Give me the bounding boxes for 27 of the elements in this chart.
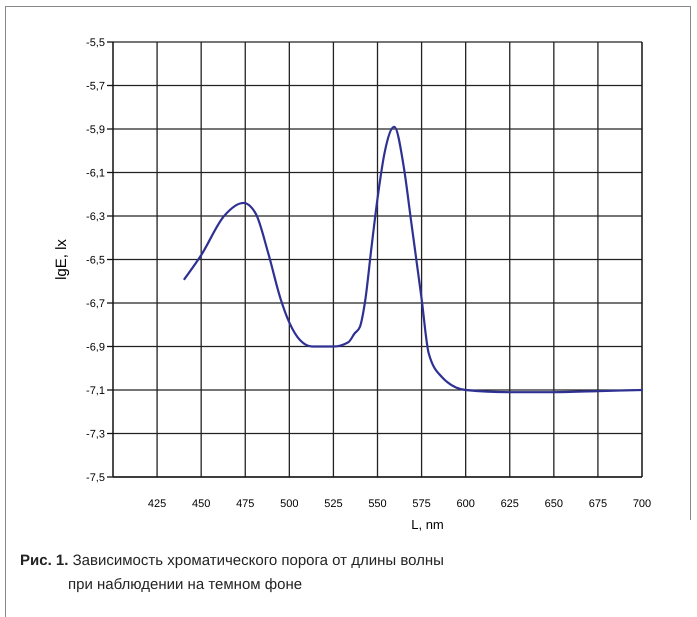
x-tick-label: 450 <box>192 498 210 510</box>
y-tick-label: -6,5 <box>86 254 105 266</box>
y-tick-label: -7,5 <box>86 472 105 484</box>
y-tick-label: -5,7 <box>86 80 105 92</box>
text: Рис. 1. Зависимость хроматического порога от длины волны при наблюдении на темном фоне <box>20 552 444 593</box>
y-axis-title: lgE, lx <box>53 238 70 280</box>
x-axis-title: L, nm <box>411 517 444 532</box>
x-tick-label: 700 <box>632 498 652 510</box>
y-tick-label: -7,1 <box>86 384 105 397</box>
x-tick-label: 550 <box>368 498 387 510</box>
x-tick-label: 425 <box>148 498 166 510</box>
x-tick-label: 475 <box>236 498 254 510</box>
line-series <box>183 126 644 394</box>
y-tick-label: -6,9 <box>86 341 105 354</box>
x-tick-label: 500 <box>280 498 299 510</box>
y-tick-label: -6,3 <box>86 210 105 223</box>
y-tick-label: -5,5 <box>86 36 105 49</box>
y-tick-label: -6,1 <box>86 167 105 180</box>
x-tick-label: 650 <box>544 498 564 510</box>
x-tick-label: 575 <box>412 498 431 510</box>
y-tick-label: -5,9 <box>86 124 105 136</box>
x-tick-label: 600 <box>456 498 475 510</box>
y-tick-label: -7,3 <box>86 428 105 440</box>
y-tick-label: -6,7 <box>86 298 105 310</box>
x-tick-label: 525 <box>324 498 343 510</box>
x-tick-label: 675 <box>588 498 608 510</box>
x-tick-label: 625 <box>500 498 519 510</box>
